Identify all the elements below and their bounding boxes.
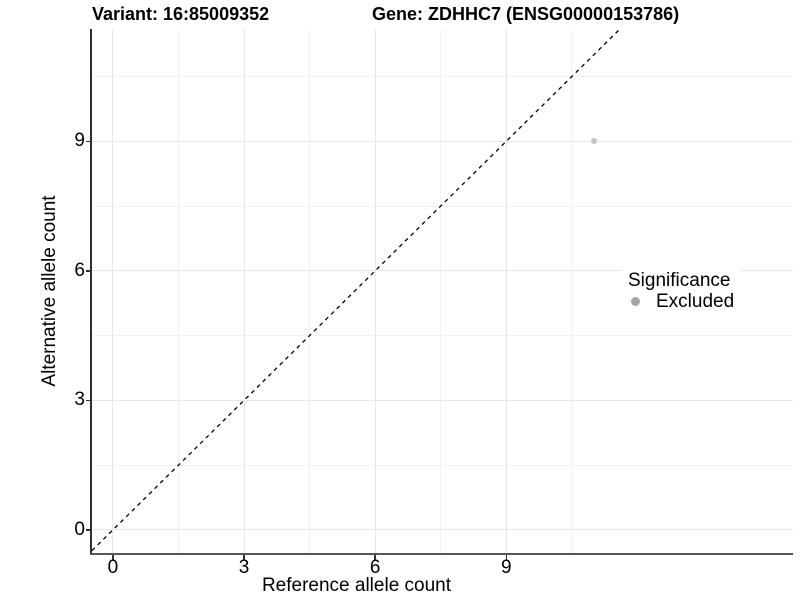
plot-title-gene: Gene: ZDHHC7 (ENSG00000153786): [372, 4, 680, 24]
y-tick-label: 0: [74, 518, 85, 540]
x-tick-mark: [505, 555, 508, 560]
y-tick-mark: [86, 399, 91, 402]
y-tick-mark: [86, 529, 91, 531]
y-minor-gridline: [92, 75, 793, 77]
y-major-gridline: [92, 529, 793, 531]
x-major-gridline: [374, 29, 376, 554]
y-minor-gridline: [92, 205, 793, 207]
legend-item-label: Excluded: [656, 291, 735, 312]
x-major-gridline: [243, 29, 245, 554]
plot-title-variant: Variant: 16:85009352: [92, 4, 270, 24]
identity-line-layer: [92, 29, 621, 552]
x-tick-mark: [112, 555, 114, 560]
x-tick-label: 9: [501, 557, 512, 578]
data-point: [590, 138, 597, 145]
x-minor-gridline: [178, 29, 180, 554]
y-major-gridline: [92, 399, 793, 401]
x-axis-label: Reference allele count: [261, 575, 452, 596]
legend-item-excluded: Excluded: [628, 292, 734, 311]
x-axis-line: [90, 553, 793, 555]
x-tick-mark: [243, 555, 245, 560]
y-axis-label: Alternative allele count: [39, 195, 60, 387]
x-tick-mark: [374, 555, 376, 560]
legend-point-marker-icon: [631, 297, 640, 306]
y-minor-gridline: [92, 335, 793, 337]
y-tick-label: 6: [74, 259, 85, 281]
y-tick-mark: [86, 140, 91, 142]
identity-dashed-line: [92, 29, 621, 552]
y-tick-mark: [86, 270, 91, 272]
y-tick-label: 9: [74, 130, 85, 152]
x-minor-gridline: [571, 29, 573, 554]
x-minor-gridline: [309, 29, 311, 554]
y-tick-label: 3: [74, 389, 85, 411]
y-major-gridline: [92, 270, 793, 272]
x-major-gridline: [112, 29, 114, 554]
y-axis-line: [90, 29, 92, 555]
y-major-gridline: [92, 140, 793, 142]
x-tick-label: 0: [107, 557, 119, 578]
legend: Significance Excluded: [622, 264, 741, 317]
x-tick-label: 6: [369, 557, 381, 578]
x-tick-label: 3: [238, 557, 250, 578]
x-major-gridline: [505, 29, 507, 554]
x-minor-gridline: [440, 29, 442, 554]
legend-title: Significance: [628, 270, 731, 291]
y-minor-gridline: [92, 464, 793, 466]
